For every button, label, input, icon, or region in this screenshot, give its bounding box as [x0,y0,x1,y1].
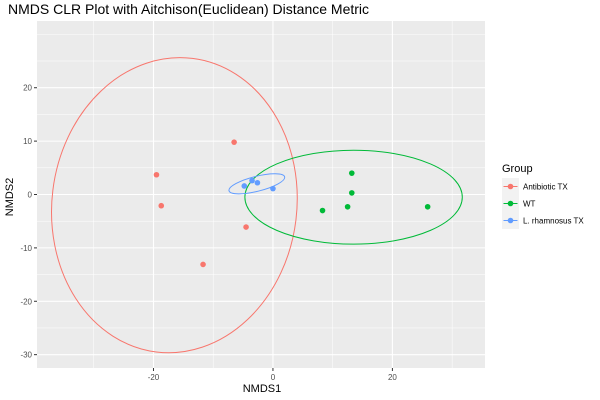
x-axis-title: NMDS1 [243,383,282,395]
data-point [243,224,249,230]
legend-label: WT [523,200,536,209]
data-point [241,183,248,189]
y-tick-label: 10 [23,137,32,146]
x-tick-label: 0 [271,373,276,382]
y-axis-title: NMDS2 [4,178,16,217]
legend-label: Antibiotic TX [523,183,568,192]
confidence-ellipses [51,57,463,354]
ellipse [244,149,463,245]
data-point [270,185,276,192]
y-axis-ticks: -30 -20 -10 0 10 20 [20,84,37,360]
x-axis-ticks: -20 0 20 [148,368,397,382]
legend-label: L. rhamnosus TX [523,217,584,226]
data-point [424,203,431,210]
data-point [319,207,326,214]
legend-key-point [507,200,514,207]
chart-title: NMDS CLR Plot with Aitchison(Euclidean) … [8,1,369,17]
y-tick-label: 0 [28,191,33,200]
data-point [200,261,206,268]
data-points [153,139,431,268]
y-tick-label: 20 [23,84,32,93]
ellipse [51,57,298,354]
x-tick-label: -20 [148,373,160,382]
legend-key-point [507,183,514,190]
major-gridlines [37,21,485,368]
x-tick-label: 20 [388,373,397,382]
y-tick-label: -20 [20,297,32,306]
data-point [348,190,355,196]
data-point [254,179,261,186]
data-point [344,203,351,210]
legend-keys: Antibiotic TX WT L. rhamnosus TX [502,178,584,229]
data-point [158,202,165,209]
data-point [153,171,160,178]
y-tick-label: -10 [20,244,32,253]
data-point [231,139,237,145]
legend-key-point [507,217,514,224]
y-tick-label: -30 [20,351,32,360]
data-point [249,177,255,184]
data-point [348,170,355,176]
legend: Group Antibiotic TX WT L. rhamnosus TX [502,163,584,229]
legend-title: Group [502,163,533,175]
ellipse [228,173,286,195]
